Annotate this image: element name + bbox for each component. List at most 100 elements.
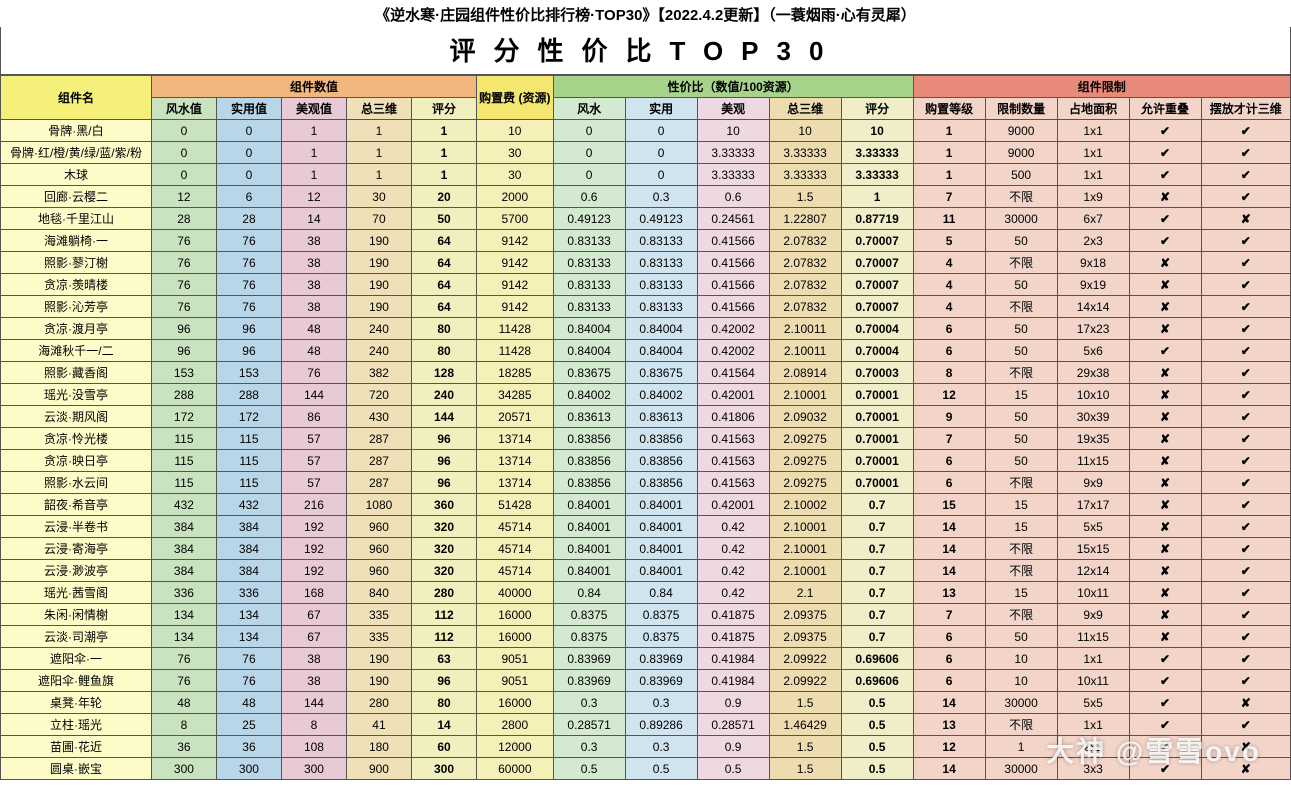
cell-rsy: 0.83969	[625, 648, 697, 670]
cell-cost: 9142	[477, 274, 554, 296]
cell-rsy: 0.84004	[625, 340, 697, 362]
cell-lim: 不限	[985, 538, 1057, 560]
cell-rsy: 0.89286	[625, 714, 697, 736]
cell-name: 回廊·云樱二	[1, 186, 152, 208]
cell-rsw: 2.09275	[769, 450, 841, 472]
cell-cost: 18285	[477, 362, 554, 384]
cell-pf: 80	[411, 318, 476, 340]
table-row: 圆桌·嵌宝300300300900300600000.50.50.51.50.5…	[1, 758, 1291, 780]
cell-mg: 216	[281, 494, 346, 516]
cell-pf: 360	[411, 494, 476, 516]
cell-cost: 34285	[477, 384, 554, 406]
cell-sw: 190	[346, 230, 411, 252]
table-row: 木球0011130003.333333.333333.3333315001x1✔…	[1, 164, 1291, 186]
cell-pf: 112	[411, 604, 476, 626]
cell-rpf: 0.70007	[841, 296, 913, 318]
cell-rmg: 3.33333	[697, 164, 769, 186]
cell-sw: 335	[346, 604, 411, 626]
cell-rmg: 0.5	[697, 758, 769, 780]
table-row: 立柱·瑶光8258411428000.285710.892860.285711.…	[1, 714, 1291, 736]
cell-lim: 9000	[985, 142, 1057, 164]
cell-sy: 115	[216, 472, 281, 494]
cell-name: 骨牌·红/橙/黄/绿/蓝/紫/粉	[1, 142, 152, 164]
cell-rpf: 0.5	[841, 736, 913, 758]
cell-ol: ✘	[1129, 560, 1201, 582]
cell-ol: ✘	[1129, 362, 1201, 384]
cell-rmg: 0.42	[697, 538, 769, 560]
cell-rmg: 3.33333	[697, 142, 769, 164]
cell-sw: 960	[346, 538, 411, 560]
cell-rsy: 0	[625, 120, 697, 142]
cell-pc: ✔	[1201, 626, 1290, 648]
cell-sw: 287	[346, 428, 411, 450]
table-row: 云淡·司潮亭13413467335112160000.83750.83750.4…	[1, 626, 1291, 648]
cell-pf: 96	[411, 450, 476, 472]
cell-pc: ✔	[1201, 406, 1290, 428]
cell-lim: 15	[985, 582, 1057, 604]
cell-mg: 38	[281, 252, 346, 274]
cell-buy: 14	[913, 758, 985, 780]
cell-rsw: 2.09275	[769, 428, 841, 450]
table-row: 骨牌·红/橙/黄/绿/蓝/紫/粉0011130003.333333.333333…	[1, 142, 1291, 164]
cell-fs: 288	[151, 384, 216, 406]
cell-sw: 960	[346, 516, 411, 538]
cell-name: 云浸·寄海亭	[1, 538, 152, 560]
cell-area: 11x15	[1057, 626, 1129, 648]
cell-rfs: 0.84	[553, 582, 625, 604]
cell-rsw: 2.09375	[769, 604, 841, 626]
cell-rfs: 0.6	[553, 186, 625, 208]
cell-ol: ✘	[1129, 582, 1201, 604]
cell-lim: 不限	[985, 604, 1057, 626]
cell-rmg: 0.24561	[697, 208, 769, 230]
cell-sy: 115	[216, 450, 281, 472]
cell-sy: 76	[216, 296, 281, 318]
cell-sw: 430	[346, 406, 411, 428]
cell-cost: 2000	[477, 186, 554, 208]
cell-rfs: 0.84001	[553, 538, 625, 560]
cell-name: 遮阳伞·一	[1, 648, 152, 670]
cell-fs: 172	[151, 406, 216, 428]
cell-sy: 0	[216, 120, 281, 142]
cell-pf: 128	[411, 362, 476, 384]
cell-rpf: 3.33333	[841, 164, 913, 186]
cell-rsy: 0	[625, 142, 697, 164]
cell-rsw: 2.10011	[769, 340, 841, 362]
cell-sy: 432	[216, 494, 281, 516]
cell-name: 照影·蓼汀榭	[1, 252, 152, 274]
cell-pc: ✔	[1201, 516, 1290, 538]
cell-sw: 190	[346, 274, 411, 296]
cell-fs: 134	[151, 604, 216, 626]
cell-rsw: 10	[769, 120, 841, 142]
cell-name: 骨牌·黑/白	[1, 120, 152, 142]
cell-ol: ✘	[1129, 186, 1201, 208]
cell-lim: 不限	[985, 362, 1057, 384]
cell-area: 9x9	[1057, 472, 1129, 494]
cell-rmg: 0.6	[697, 186, 769, 208]
cell-sw: 30	[346, 186, 411, 208]
cell-pf: 96	[411, 670, 476, 692]
cell-ol: ✔	[1129, 758, 1201, 780]
cell-cost: 10	[477, 120, 554, 142]
cell-rsw: 2.07832	[769, 274, 841, 296]
cell-sw: 1	[346, 164, 411, 186]
cell-rmg: 0.42001	[697, 494, 769, 516]
table-row: 遮阳伞·鲤鱼旗7676381909690510.839690.839690.41…	[1, 670, 1291, 692]
cell-pc: ✔	[1201, 428, 1290, 450]
cell-sy: 25	[216, 714, 281, 736]
cell-rfs: 0.83675	[553, 362, 625, 384]
cell-pf: 320	[411, 560, 476, 582]
cell-rsw: 2.07832	[769, 252, 841, 274]
cell-sw: 280	[346, 692, 411, 714]
cell-rmg: 0.41566	[697, 296, 769, 318]
cell-rsw: 3.33333	[769, 142, 841, 164]
cell-rpf: 0.7	[841, 494, 913, 516]
cell-cost: 11428	[477, 340, 554, 362]
cell-pf: 1	[411, 142, 476, 164]
cell-fs: 28	[151, 208, 216, 230]
cell-rpf: 0.69606	[841, 670, 913, 692]
cell-name: 云淡·期风阁	[1, 406, 152, 428]
cell-mg: 67	[281, 626, 346, 648]
cell-area: 6x7	[1057, 208, 1129, 230]
table-row: 海滩躺椅·一7676381906491420.831330.831330.415…	[1, 230, 1291, 252]
cell-sy: 76	[216, 274, 281, 296]
